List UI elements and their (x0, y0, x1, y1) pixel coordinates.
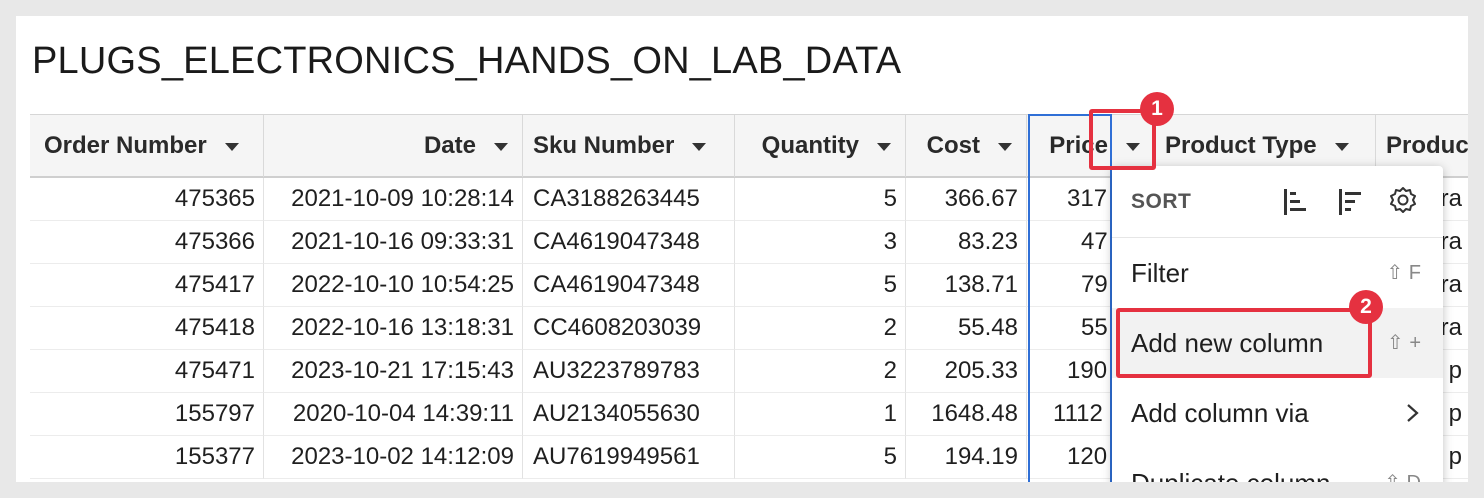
cell-order-number[interactable]: 475366 (30, 221, 264, 264)
cell-sku-number[interactable]: AU2134055630 (523, 393, 735, 436)
column-header-date[interactable]: Date (264, 115, 523, 177)
table-row[interactable]: 475471 2023-10-21 17:15:43 AU3223789783 … (30, 350, 1468, 393)
cell-cost[interactable]: 205.33 (906, 350, 1027, 393)
cell-cost[interactable]: 138.71 (906, 264, 1027, 307)
annotation-badge-1: 1 (1140, 92, 1174, 126)
cell-quantity[interactable]: 1 (735, 393, 906, 436)
shortcut-hint: ⇧ + (1387, 332, 1421, 354)
menu-item-filter[interactable]: Filter ⇧ F (1112, 238, 1443, 308)
cell-date[interactable]: 2023-10-21 17:15:43 (264, 350, 523, 393)
menu-item-label: Add new column (1131, 327, 1324, 358)
column-header-price[interactable]: Price (1027, 115, 1155, 177)
column-header-label: Produc (1386, 132, 1468, 159)
cell-order-number[interactable]: 475417 (30, 264, 264, 307)
cell-quantity[interactable]: 5 (735, 178, 906, 221)
cell-price-value: 55 (1081, 314, 1108, 341)
chevron-down-icon[interactable] (692, 143, 707, 151)
cell-date[interactable]: 2022-10-16 13:18:31 (264, 307, 523, 350)
cell-price[interactable]: 190 (1027, 350, 1155, 393)
menu-item-label: Filter (1131, 257, 1189, 288)
column-header-label: Quantity (761, 132, 859, 159)
cell-date[interactable]: 2022-10-10 10:54:25 (264, 264, 523, 307)
column-header-product[interactable]: Produc (1376, 115, 1468, 177)
cell-sku-number[interactable]: CA3188263445 (523, 178, 735, 221)
cell-sku-number[interactable]: AU3223789783 (523, 350, 735, 393)
table-row[interactable]: 155377 2023-10-02 14:12:09 AU7619949561 … (30, 436, 1468, 479)
sort-label: SORT (1131, 190, 1192, 213)
cell-cost[interactable]: 366.67 (906, 178, 1027, 221)
page-title: PLUGS_ELECTRONICS_HANDS_ON_LAB_DATA (32, 40, 902, 82)
cell-price-value: 120 (1067, 443, 1108, 470)
cell-order-number[interactable]: 475365 (30, 178, 264, 221)
chevron-down-icon[interactable] (1126, 143, 1140, 151)
cell-quantity[interactable]: 2 (735, 307, 906, 350)
column-context-menu: SORT Filter ⇧ F Add new colum (1112, 166, 1443, 482)
chevron-right-icon (1407, 404, 1419, 422)
menu-item-add-column-via[interactable]: Add column via (1112, 378, 1443, 448)
column-header-cost[interactable]: Cost (906, 115, 1027, 177)
cell-cost[interactable]: 55.48 (906, 307, 1027, 350)
shortcut-hint: ⇧ F (1386, 262, 1421, 284)
chevron-down-icon[interactable] (1334, 143, 1349, 151)
column-header-label: Order Number (44, 132, 207, 159)
cell-sku-number[interactable]: AU7619949561 (523, 436, 735, 479)
cell-order-number[interactable]: 475418 (30, 307, 264, 350)
column-header-label: Product Type (1165, 132, 1317, 159)
cell-date[interactable]: 2021-10-09 10:28:14 (264, 178, 523, 221)
column-header-product-type[interactable]: Product Type (1155, 115, 1376, 177)
column-header-label: Cost (926, 132, 980, 159)
cell-cost[interactable]: 83.23 (906, 221, 1027, 264)
column-header-label: Date (423, 132, 476, 159)
chevron-down-icon[interactable] (998, 143, 1012, 151)
cell-price[interactable]: 47 (1027, 221, 1155, 264)
worksheet-panel: PLUGS_ELECTRONICS_HANDS_ON_LAB_DATA Orde… (16, 16, 1468, 482)
cell-cost[interactable]: 1648.48 (906, 393, 1027, 436)
cell-quantity[interactable]: 2 (735, 350, 906, 393)
gear-icon[interactable] (1386, 185, 1420, 219)
cell-sku-number[interactable]: CA4619047348 (523, 221, 735, 264)
menu-item-label: Duplicate column (1131, 468, 1330, 483)
cell-price[interactable]: 1112 (1027, 393, 1155, 436)
cell-price-value: 317 (1067, 185, 1108, 212)
column-header-label: Sku Number (533, 132, 675, 159)
cell-sku-number[interactable]: CA4619047348 (523, 264, 735, 307)
cell-order-number[interactable]: 155377 (30, 436, 264, 479)
cell-price-value: 190 (1067, 357, 1108, 384)
table-row[interactable]: 475418 2022-10-16 13:18:31 CC4608203039 … (30, 307, 1468, 350)
sort-section: SORT (1112, 166, 1443, 238)
chevron-down-icon[interactable] (224, 143, 239, 151)
sort-ascending-icon[interactable] (1279, 185, 1313, 219)
column-header-label: Price (1049, 132, 1108, 159)
cell-date[interactable]: 2023-10-02 14:12:09 (264, 436, 523, 479)
cell-cost[interactable]: 194.19 (906, 436, 1027, 479)
shortcut-hint: ⇧ D (1384, 470, 1421, 482)
cell-date[interactable]: 2020-10-04 14:39:11 (264, 393, 523, 436)
column-header-sku-number[interactable]: Sku Number (523, 115, 735, 177)
cell-quantity[interactable]: 5 (735, 436, 906, 479)
cell-order-number[interactable]: 475471 (30, 350, 264, 393)
cell-sku-number[interactable]: CC4608203039 (523, 307, 735, 350)
annotation-highlight-2 (1116, 308, 1372, 378)
cell-price-value: 47 (1081, 228, 1108, 255)
menu-item-duplicate-column[interactable]: Duplicate column ⇧ D (1112, 448, 1443, 483)
sort-descending-icon[interactable] (1334, 185, 1368, 219)
cell-date[interactable]: 2021-10-16 09:33:31 (264, 221, 523, 264)
cell-price[interactable]: 120 (1027, 436, 1155, 479)
cell-order-number[interactable]: 155797 (30, 393, 264, 436)
chevron-down-icon[interactable] (494, 143, 508, 151)
column-header-quantity[interactable]: Quantity (735, 115, 906, 177)
cell-quantity[interactable]: 3 (735, 221, 906, 264)
menu-item-add-new-column[interactable]: Add new column ⇧ + (1112, 308, 1443, 378)
annotation-badge-2: 2 (1349, 290, 1383, 324)
table-row[interactable]: 475366 2021-10-16 09:33:31 CA4619047348 … (30, 221, 1468, 264)
annotation-highlight-1 (1089, 109, 1156, 170)
table-header: Order Number Date Sku Number Quantity Co… (30, 114, 1468, 178)
cell-quantity[interactable]: 5 (735, 264, 906, 307)
chevron-down-icon[interactable] (877, 143, 891, 151)
table-row[interactable]: 475365 2021-10-09 10:28:14 CA3188263445 … (30, 178, 1468, 221)
column-header-order-number[interactable]: Order Number (30, 115, 264, 177)
cell-price-value: 79 (1081, 271, 1108, 298)
cell-price-value: 1112 (1053, 400, 1103, 427)
menu-item-label: Add column via (1131, 397, 1309, 428)
